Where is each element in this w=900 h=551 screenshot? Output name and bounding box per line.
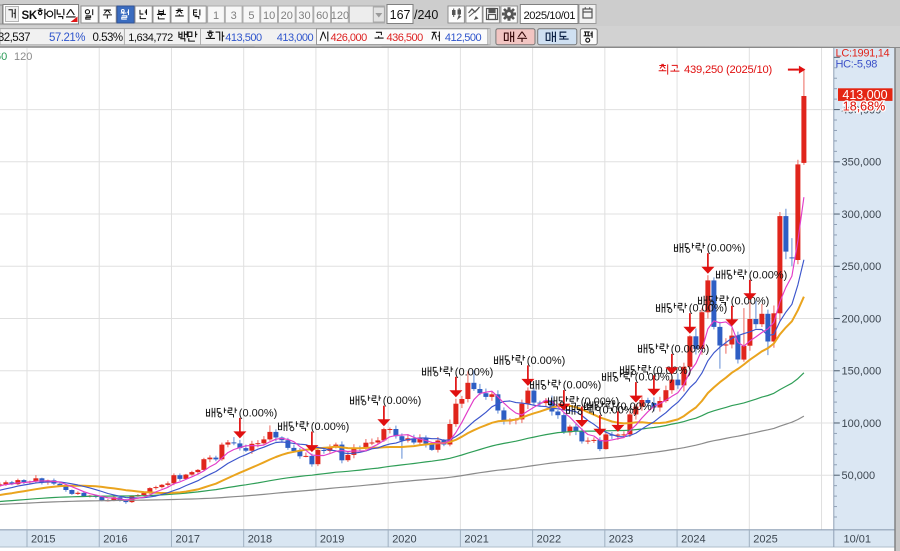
svg-text:426,000: 426,000 <box>331 32 368 44</box>
svg-text:2017: 2017 <box>176 534 200 546</box>
svg-text:150,000: 150,000 <box>842 366 882 378</box>
svg-text:30: 30 <box>298 10 310 22</box>
svg-text:10: 10 <box>263 10 275 22</box>
svg-text:SK: SK <box>22 10 38 22</box>
svg-text:0.53%: 0.53% <box>92 32 122 44</box>
svg-text:2025/10/01: 2025/10/01 <box>524 10 576 22</box>
svg-text:(0.00%): (0.00%) <box>731 295 770 307</box>
svg-text:HC:-5,98: HC:-5,98 <box>836 59 878 71</box>
svg-text:412,500: 412,500 <box>445 32 482 44</box>
svg-text:413,000: 413,000 <box>842 88 887 102</box>
svg-text:60: 60 <box>316 10 328 22</box>
svg-text:2024: 2024 <box>681 534 705 546</box>
svg-text:32,537: 32,537 <box>0 32 30 44</box>
svg-text:200,000: 200,000 <box>842 313 882 325</box>
svg-text:LC:1991,14: LC:1991,14 <box>836 48 890 60</box>
svg-text:2016: 2016 <box>103 534 127 546</box>
svg-text:20: 20 <box>281 10 293 22</box>
svg-text:(0.00%): (0.00%) <box>311 421 350 433</box>
svg-text:18,68%: 18,68% <box>843 100 885 114</box>
svg-text:1,634,772: 1,634,772 <box>128 32 173 44</box>
svg-text:167: 167 <box>390 8 411 22</box>
svg-text:2022: 2022 <box>537 534 561 546</box>
svg-text:57.21%: 57.21% <box>49 32 85 44</box>
svg-text:18,68%: 18,68% <box>843 100 885 114</box>
svg-text:2019: 2019 <box>320 534 344 546</box>
svg-text:60: 60 <box>0 51 7 63</box>
svg-text:5: 5 <box>248 10 254 22</box>
svg-text:(0.00%): (0.00%) <box>707 243 746 255</box>
svg-text:/240: /240 <box>414 8 438 22</box>
svg-text:120: 120 <box>14 51 32 63</box>
svg-text:2018: 2018 <box>248 534 272 546</box>
svg-text:436,500: 436,500 <box>387 32 424 44</box>
svg-text:10/01: 10/01 <box>844 534 872 546</box>
svg-text:250,000: 250,000 <box>842 261 882 273</box>
svg-text:2023: 2023 <box>609 534 633 546</box>
svg-text:2021: 2021 <box>464 534 488 546</box>
svg-text:(0.00%): (0.00%) <box>671 343 710 355</box>
svg-text:(0.00%): (0.00%) <box>689 303 728 315</box>
svg-text:2015: 2015 <box>31 534 55 546</box>
svg-text:413,500: 413,500 <box>225 32 262 44</box>
svg-text:2020: 2020 <box>392 534 416 546</box>
svg-text:(0.00%): (0.00%) <box>749 269 788 281</box>
svg-text:(0.00%): (0.00%) <box>527 355 566 367</box>
svg-text:100,000: 100,000 <box>842 418 882 430</box>
svg-text:350,000: 350,000 <box>842 157 882 169</box>
svg-text:(0.00%): (0.00%) <box>383 395 422 407</box>
svg-text:400,000: 400,000 <box>842 104 882 116</box>
svg-text:2025: 2025 <box>753 534 777 546</box>
svg-text:3: 3 <box>231 10 237 22</box>
svg-text:120: 120 <box>331 10 349 22</box>
svg-text:(0.00%): (0.00%) <box>239 407 278 419</box>
svg-text:413,000: 413,000 <box>277 32 314 44</box>
svg-text:439,250 (2025/10): 439,250 (2025/10) <box>684 64 773 76</box>
svg-text:(0.00%): (0.00%) <box>563 380 602 392</box>
svg-text:1: 1 <box>213 10 219 22</box>
svg-text:(0.00%): (0.00%) <box>617 401 656 413</box>
svg-text:300,000: 300,000 <box>842 209 882 221</box>
svg-text:50,000: 50,000 <box>842 470 876 482</box>
svg-text:(0.00%): (0.00%) <box>455 366 494 378</box>
